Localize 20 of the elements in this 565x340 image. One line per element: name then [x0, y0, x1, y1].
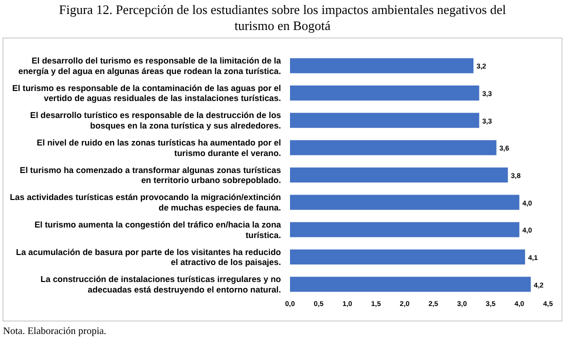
y-tick-label: La acumulación de basura por parte de los visitantes ha reducido el atractivo de los paisajes.: [16, 246, 281, 268]
bar: [290, 194, 520, 210]
y-tick-label: El desarrollo del turismo es responsable de la limitación de la energía y del agua en algunas áreas que rodean la zona turística.: [18, 56, 282, 76]
bar: [290, 112, 480, 128]
y-tick-label: El nivel de ruido en las zonas turísticas ha aumentado por el turismo durante el verano.: [36, 137, 281, 158]
y-tick-label: El turismo es responsable de la contaminación de las aguas por el vertido de aguas residuales de las instalaciones turísticas.: [12, 82, 281, 104]
bar: [290, 140, 496, 156]
bar: [290, 86, 480, 101]
bar: [290, 58, 474, 74]
y-tick-label: Las actividades turísticas están provocando la migración/extinción de muchas especies de fauna.: [10, 192, 281, 213]
bar: [290, 222, 520, 238]
bar: [290, 276, 531, 292]
chart-title: Figura 12. Percepción de los estudiantes sobre los impactos ambientales negativos del turismo en Bogotá: [59, 2, 506, 33]
y-tick-label: El desarrollo turístico es responsable de la destrucción de los bosques en la zona turística y sus alrededores.: [30, 110, 282, 131]
y-tick-label: El turismo aumenta la congestión del tráfico en/hacia la zona turística.: [34, 219, 282, 240]
text: Nota. Elaboración propia.: [3, 326, 106, 337]
y-tick-label: El turismo ha comenzado a transformar algunas zonas turísticas en territorio urbano sobrepoblado.: [20, 164, 282, 186]
bar: [290, 249, 526, 264]
bar: [290, 167, 508, 183]
y-tick-label: La construcción de instalaciones turísticas irregulares y no adecuadas está destruyendo el entorno natural.: [40, 274, 281, 294]
